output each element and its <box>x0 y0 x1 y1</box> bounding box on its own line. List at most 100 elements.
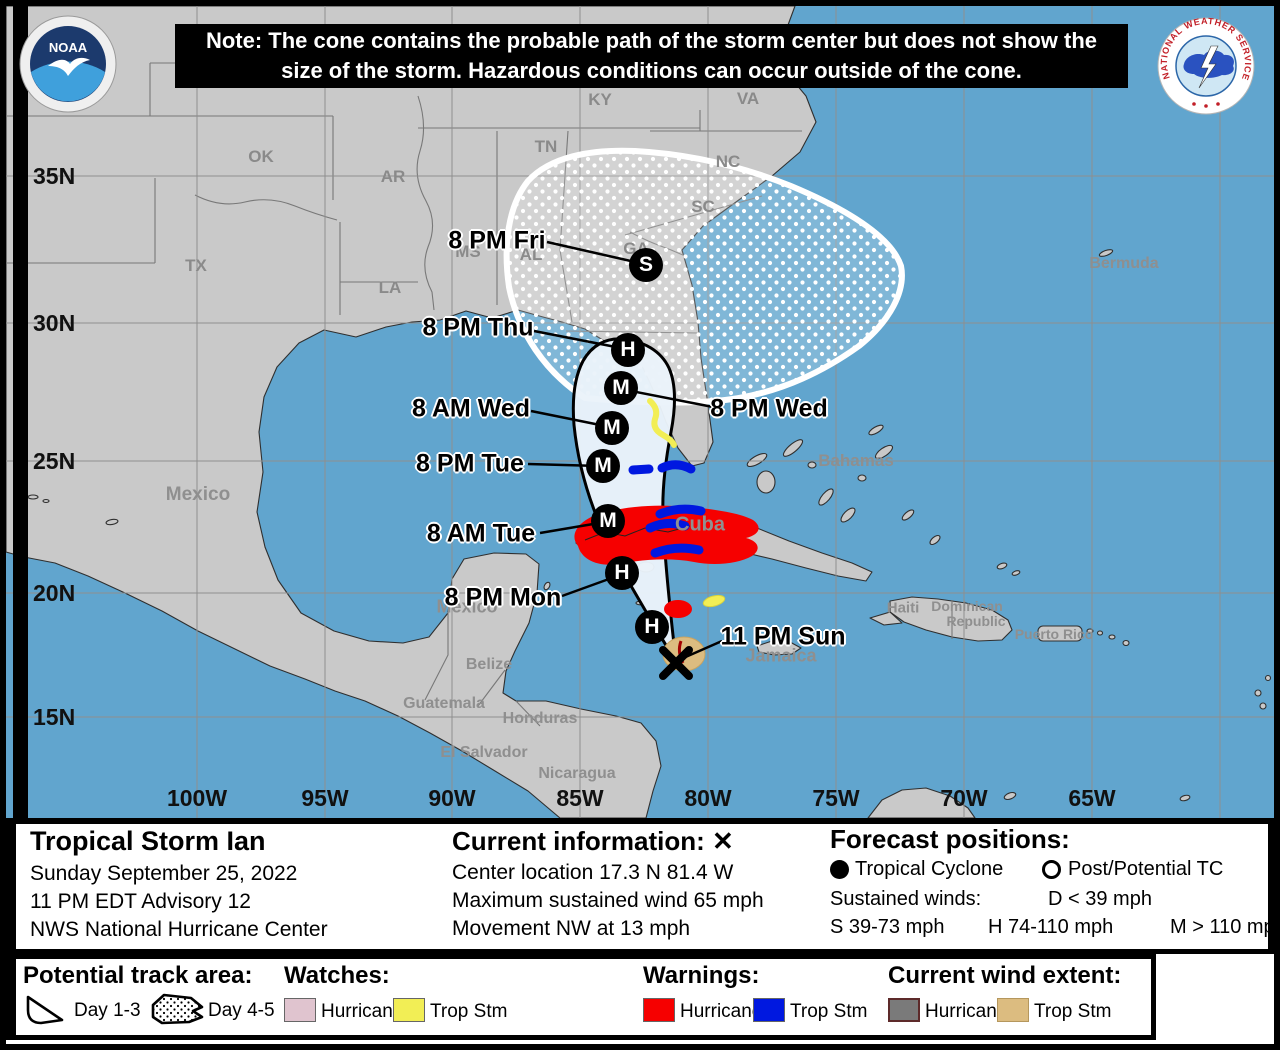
sustained-winds-label: Sustained winds: <box>830 888 982 910</box>
map-area: Note: The cone contains the probable pat… <box>5 5 1274 818</box>
current-max-wind: Maximum sustained wind 65 mph <box>452 889 764 912</box>
lon-label-100w: 100W <box>166 785 228 811</box>
wind-category-h: H 74-110 mph <box>988 916 1114 938</box>
place-label-puerto-rico: Puerto Rico <box>1014 626 1094 642</box>
track-label-8am-wed: 8 AM Wed <box>411 394 531 423</box>
puerto-rico-island <box>1037 625 1083 642</box>
storm-advisory: 11 PM EDT Advisory 12 <box>30 890 251 913</box>
track-label-8pm-thu: 8 PM Thu <box>422 313 534 342</box>
place-label-el-salvador: El Salvador <box>440 744 528 761</box>
wind-category-s: S 39-73 mph <box>830 916 945 938</box>
state-label-ky: KY <box>588 90 612 109</box>
note-text: Note: The cone contains the probable pat… <box>205 28 1098 83</box>
lat-label-25n: 25N <box>33 448 76 474</box>
track-label-8pm-tue: 8 PM Tue <box>416 449 524 478</box>
day4-5-cone-icon <box>151 993 204 1025</box>
map-drawing <box>5 5 1274 818</box>
trop-storm-extent-label: Trop Stm <box>1034 1001 1112 1022</box>
track-label-8pm-wed: 8 PM Wed <box>710 394 828 423</box>
place-label-republic: Republic <box>946 613 1006 629</box>
current-info-heading: Current information: ✕ <box>452 826 734 857</box>
point-letter: H <box>614 561 630 584</box>
trop-storm-watch-swatch <box>393 998 425 1022</box>
tropical-cyclone-symbol <box>830 860 849 879</box>
point-letter: H <box>644 615 660 638</box>
small-islands <box>27 249 1272 802</box>
forecast-point-m-wed-am: M <box>595 411 629 445</box>
hurricane-watch-swatch <box>284 998 316 1022</box>
current-movement: Movement NW at 13 mph <box>452 917 691 940</box>
state-label-tn: TN <box>534 137 558 156</box>
point-letter: M <box>603 416 621 439</box>
state-label-tx: TX <box>185 256 207 275</box>
lon-label-90w: 90W <box>428 785 476 811</box>
noaa-logo: NOAA <box>19 15 117 113</box>
state-label-ok: OK <box>248 147 274 166</box>
point-letter: S <box>638 253 653 276</box>
post-potential-tc-symbol <box>1042 860 1061 879</box>
place-label-bahamas: Bahamas <box>818 451 894 470</box>
state-label-ms: MS <box>455 242 481 261</box>
forecast-point-m-tue-am: M <box>591 504 625 538</box>
state-label-va: VA <box>736 89 760 108</box>
storm-title: Tropical Storm Ian <box>30 826 266 856</box>
note-banner: Note: The cone contains the probable pat… <box>175 24 1128 88</box>
potential-track-heading: Potential track area: <box>23 962 253 989</box>
tropical-cyclone-label: Tropical Cyclone <box>855 858 1004 880</box>
place-label-belize: Belize <box>465 656 513 673</box>
haiti-peninsula <box>869 611 903 626</box>
wind-category-d: D < 39 mph <box>1048 888 1152 910</box>
bahamas-islands <box>746 424 941 546</box>
current-center-location: Center location 17.3 N 81.4 W <box>452 861 734 884</box>
point-letter: M <box>612 376 630 399</box>
storm-date: Sunday September 25, 2022 <box>30 862 298 885</box>
lat-label-15n: 15N <box>33 704 76 730</box>
track-label-8pm-fri: 8 PM Fri <box>448 226 546 255</box>
track-label-11pm-sun: 11 PM Sun <box>720 622 846 651</box>
lon-label-75w: 75W <box>812 785 860 811</box>
info-panel <box>6 818 1274 954</box>
lon-label-95w: 95W <box>301 785 349 811</box>
place-label-nicaragua: Nicaragua <box>538 765 616 782</box>
point-letter: H <box>620 338 636 361</box>
lat-label-20n: 20N <box>33 580 76 606</box>
map-left-border <box>13 6 28 818</box>
lat-label-30n: 30N <box>33 310 76 336</box>
lon-label-65w: 65W <box>1068 785 1116 811</box>
forecast-point-s: S <box>629 248 663 282</box>
state-label-nc: NC <box>715 152 741 171</box>
point-letter: M <box>594 454 612 477</box>
forecast-point-m-wed-pm: M <box>604 371 638 405</box>
current-info-heading-text: Current information: <box>452 826 705 856</box>
wind-category-m: M > 110 mph <box>1170 916 1280 938</box>
hurricane-extent-label: Hurricane <box>925 1001 1008 1022</box>
place-label-bermuda: Bermuda <box>1089 255 1159 272</box>
point-letter: M <box>599 509 617 532</box>
hurricane-warning-swatch <box>643 998 675 1022</box>
place-label-dominican: Dominican <box>931 598 1003 614</box>
track-label-8pm-mon: 8 PM Mon <box>444 583 562 612</box>
lon-label-80w: 80W <box>684 785 732 811</box>
place-label-mexico: Mexico <box>165 484 231 505</box>
current-info-x-marker: ✕ <box>712 826 734 856</box>
trop-storm-warnings <box>628 460 706 558</box>
hispaniola <box>889 596 1013 642</box>
hurricane-watch-label: Hurricane <box>321 1001 404 1022</box>
lat-label-35n: 35N <box>33 163 76 189</box>
post-potential-tc-label: Post/Potential TC <box>1068 858 1224 880</box>
providencia-land <box>867 787 976 818</box>
forecast-point-h-mon: H <box>605 556 639 590</box>
hurricane-extent-swatch <box>888 998 920 1022</box>
hurricane-warning-cayman <box>664 600 692 618</box>
trop-storm-watch-jamaica <box>702 594 726 608</box>
day1-3-cone-icon <box>26 995 64 1025</box>
watches-heading: Watches: <box>284 962 390 989</box>
state-label-ar: AR <box>380 167 406 186</box>
storm-agency: NWS National Hurricane Center <box>30 918 328 941</box>
trop-storm-watch-label: Trop Stm <box>430 1001 508 1022</box>
noaa-logo-text: NOAA <box>49 40 88 55</box>
forecast-point-h-thu: H <box>611 333 645 367</box>
forecast-point-m-tue-pm: M <box>586 449 620 483</box>
track-label-8am-tue: 8 AM Tue <box>426 519 536 548</box>
